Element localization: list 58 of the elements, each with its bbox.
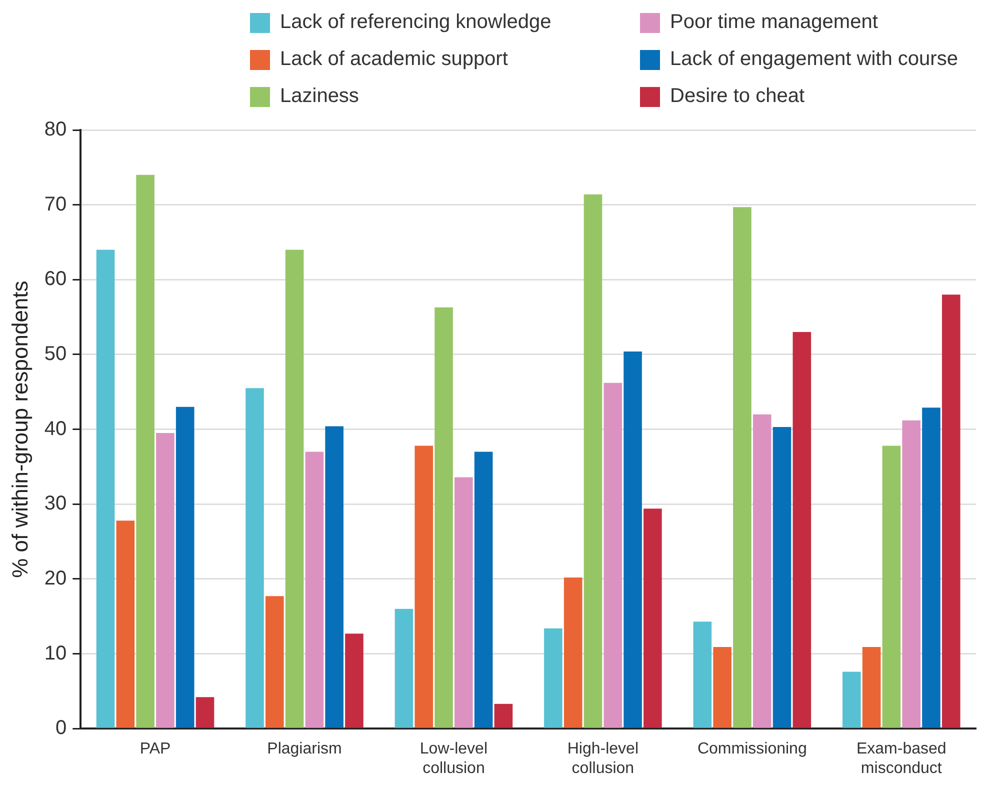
bar: [842, 672, 861, 728]
bar: [474, 452, 493, 728]
bar: [604, 382, 622, 728]
bar: [862, 647, 881, 728]
y-tick-label: 0: [56, 717, 67, 740]
bar: [713, 647, 732, 728]
bar: [156, 433, 174, 728]
bar: [922, 408, 940, 728]
bar: [693, 622, 712, 728]
y-axis-title: % of within-group respondents: [7, 280, 32, 578]
y-tick-label: 70: [44, 193, 67, 216]
bar: [285, 250, 304, 728]
y-tick-label: 20: [44, 567, 67, 590]
y-tick-label: 10: [44, 642, 67, 664]
x-tick-label: Low-level collusion: [420, 740, 488, 777]
bar: [345, 634, 364, 728]
bar: [644, 508, 662, 728]
bar: [454, 477, 473, 728]
bar: [902, 420, 920, 728]
bar: [176, 406, 194, 728]
bar: [942, 294, 960, 728]
bar: [882, 446, 901, 728]
bar: [584, 194, 602, 728]
bar: [394, 608, 414, 728]
x-tick-label: Commissioning: [697, 740, 807, 758]
x-tick-label: High-level collusion: [567, 740, 639, 777]
bar: [792, 332, 812, 728]
bar: [414, 446, 434, 728]
bar: [564, 577, 582, 728]
bar: [136, 174, 154, 728]
y-tick-label: 50: [44, 342, 67, 365]
x-tick-label: Exam-based misconduct: [856, 740, 946, 777]
x-tick-label: PAP: [140, 740, 171, 758]
y-tick-label: 40: [44, 418, 67, 440]
bar: [752, 414, 772, 728]
bar: [305, 452, 324, 728]
bar: [265, 596, 284, 728]
bar: [196, 697, 214, 728]
bar: [246, 388, 264, 728]
legend-label: Lack of engagement with course: [670, 48, 958, 71]
bar: [96, 250, 115, 728]
bar: [624, 351, 642, 728]
bar: [494, 704, 513, 728]
bar: [733, 207, 752, 728]
bar: [544, 628, 562, 728]
legend-label: Poor time management: [670, 11, 878, 34]
bar: [116, 520, 135, 728]
bar: [434, 307, 453, 728]
x-tick-label: Plagiarism: [267, 740, 342, 758]
legend-label: Desire to cheat: [670, 85, 805, 108]
legend-label: Laziness: [280, 85, 359, 108]
y-tick-label: 30: [44, 492, 67, 515]
bar: [772, 427, 792, 728]
y-tick-label: 80: [44, 118, 67, 141]
legend-label: Lack of referencing knowledge: [280, 11, 552, 34]
bar: [325, 426, 344, 728]
legend-label: Lack of academic support: [280, 48, 508, 71]
y-tick-label: 60: [44, 268, 67, 290]
